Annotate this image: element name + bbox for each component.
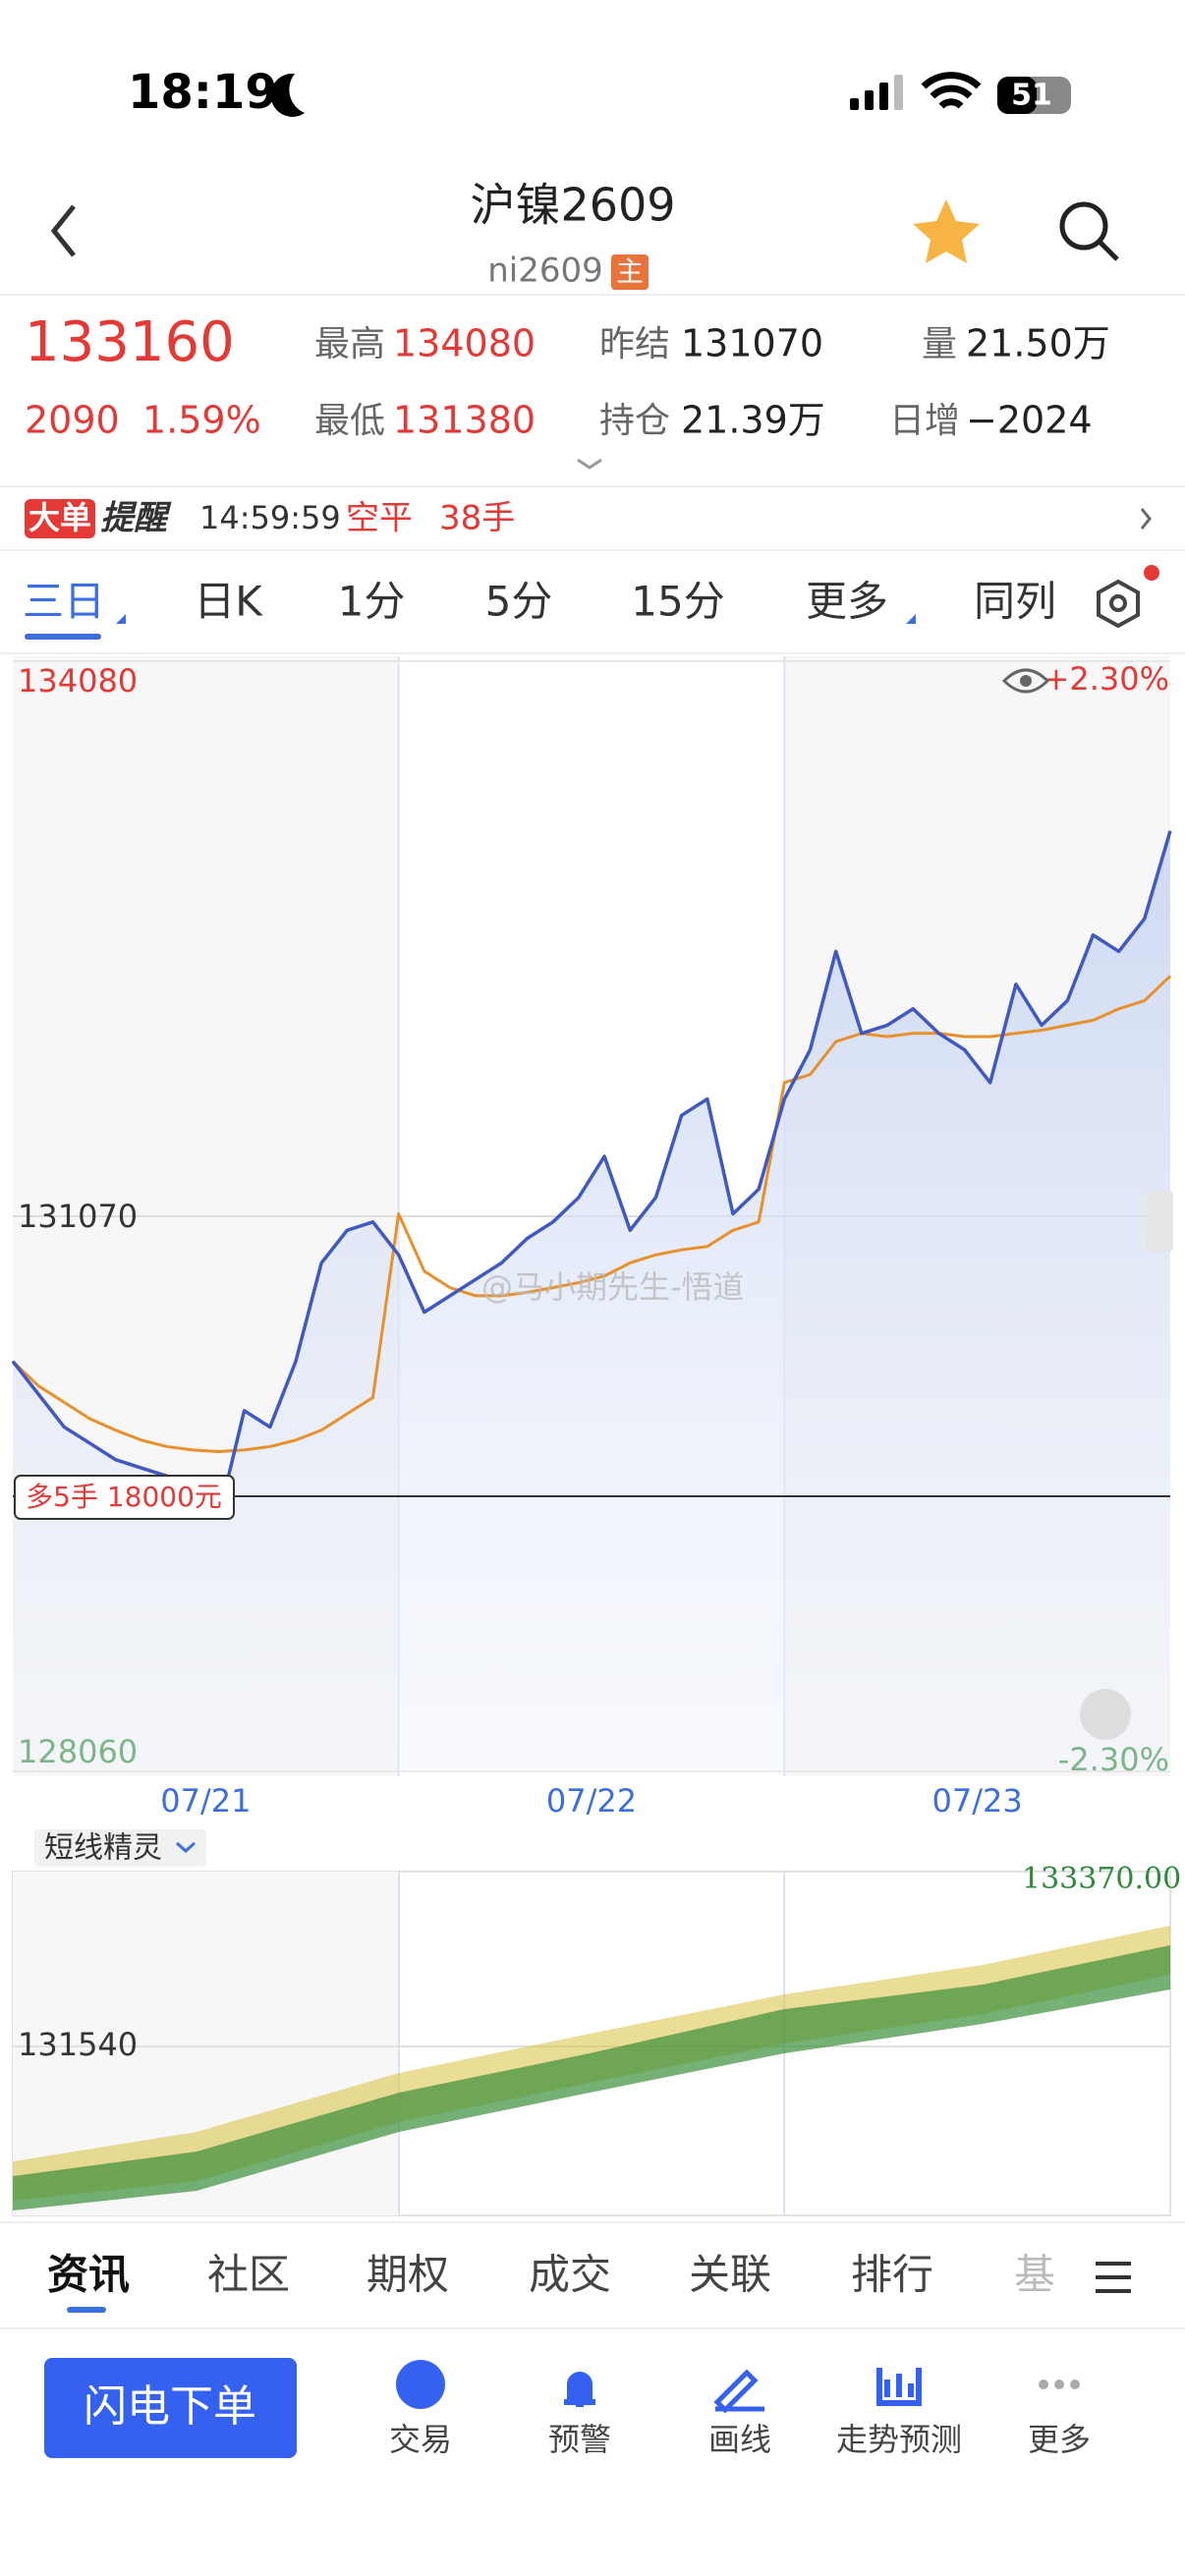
x-tick-label: 07/21 [160,1782,251,1820]
predict-icon [876,2368,922,2406]
alert-icon [564,2372,595,2407]
bottom-tab[interactable]: 期权 [367,2251,449,2299]
bottom-tab[interactable]: 排行 [851,2251,933,2299]
bottom-tab[interactable]: 社区 [207,2251,290,2299]
search-icon[interactable] [1059,201,1108,251]
alert-tag-text: 大单 [28,499,91,536]
toolbar-item[interactable]: 更多 [1028,2421,1091,2458]
more-icon [1039,2380,1080,2389]
alert-action: 空平 [346,499,413,538]
trade-icon [396,2360,445,2409]
tab[interactable]: 日K [194,578,263,626]
value: 131380 [393,399,536,442]
expand-chevron[interactable] [577,458,602,470]
order-button[interactable] [44,2358,297,2458]
toolbar-item[interactable]: 预警 [548,2421,611,2458]
label: 量 [922,324,957,364]
annotation-box [14,1475,235,1520]
draw-icon [713,2369,764,2414]
dropdown-mark [116,614,126,624]
sub-label: 131540 [18,2026,138,2063]
battery-text: 51 [1011,79,1052,113]
price-area [13,830,1170,1771]
tab[interactable]: 5分 [485,578,553,626]
bottom-tab[interactable]: 成交 [529,2251,611,2299]
price: 133160 [25,310,235,374]
y-tick-label: 131070 [18,1198,138,1235]
wifi-icon [921,72,982,109]
notify-dot [1144,565,1159,581]
label: 昨结 [599,324,670,364]
menu-icon[interactable] [1096,2262,1131,2293]
tab[interactable]: 15分 [631,578,724,626]
x-tick-label: 07/23 [932,1782,1023,1820]
alert-lots: 38手 [439,499,515,538]
sub-band [13,1945,1170,2211]
y-tick-label: 134080 [18,662,138,700]
header-title: 沪镍2609 [470,179,675,232]
change: 2090 [25,399,120,442]
fullscreen-icon [1080,1689,1131,1740]
time: 18:19 [128,65,278,120]
label: 最高 [314,324,385,364]
tab[interactable]: 三日 [23,578,105,626]
value: −2024 [966,399,1093,442]
tab[interactable]: 更多 [806,578,888,626]
bottom-tab[interactable]: 关联 [689,2251,771,2299]
alert-time: 14:59:59 [199,499,341,536]
eye-pupil [1020,675,1032,687]
toolbar-item[interactable]: 走势预测 [836,2421,962,2458]
moon-icon [270,73,305,117]
alert-chevron[interactable] [1140,508,1152,530]
x-tick-label: 07/22 [546,1782,637,1820]
toolbar-item[interactable]: 画线 [708,2421,771,2458]
favorite-star[interactable] [913,199,980,263]
sub-chart-selector[interactable] [34,1829,206,1867]
badge [611,254,649,290]
sub-chart-title: 短线精灵 [44,1831,162,1866]
badge-text: 主 [616,255,644,288]
alert-tag [25,499,95,538]
tab-indicator [67,2307,106,2313]
annotation: 多5手 18000元 [26,1481,222,1513]
side-handle [1146,1191,1173,1252]
sub-label: 133370.00 [1022,1862,1181,1896]
value: 21.39万 [681,399,825,442]
order-button-text: 闪电下单 [84,2381,256,2432]
alert-title[interactable]: 提醒 [100,499,172,538]
back-button[interactable] [50,204,76,257]
settings-icon[interactable] [1097,579,1140,629]
header-code: ni2609 [487,252,603,291]
tab[interactable]: 同列 [974,578,1056,626]
value: 131070 [681,322,823,365]
bottom-tab[interactable]: 资讯 [47,2251,130,2299]
average-line [11,975,1172,1454]
eye-icon [1001,668,1050,694]
battery-level [997,77,1037,114]
change-pct: 1.59% [142,399,261,442]
value: 134080 [393,322,536,365]
tab-indicator [25,634,101,640]
value: 21.50万 [966,322,1110,365]
label: 日增 [889,401,960,441]
dropdown-mark [906,614,916,624]
label: 最低 [314,401,385,441]
label: 持仓 [599,401,670,441]
bottom-tab[interactable]: 基 [1014,2251,1055,2299]
watermark: @马小期先生-悟道 [481,1268,745,1306]
tab[interactable]: 1分 [338,578,406,626]
signal-icon [850,75,903,110]
toolbar-item[interactable]: 交易 [389,2421,452,2458]
pct-label: +2.30% [1044,660,1169,698]
